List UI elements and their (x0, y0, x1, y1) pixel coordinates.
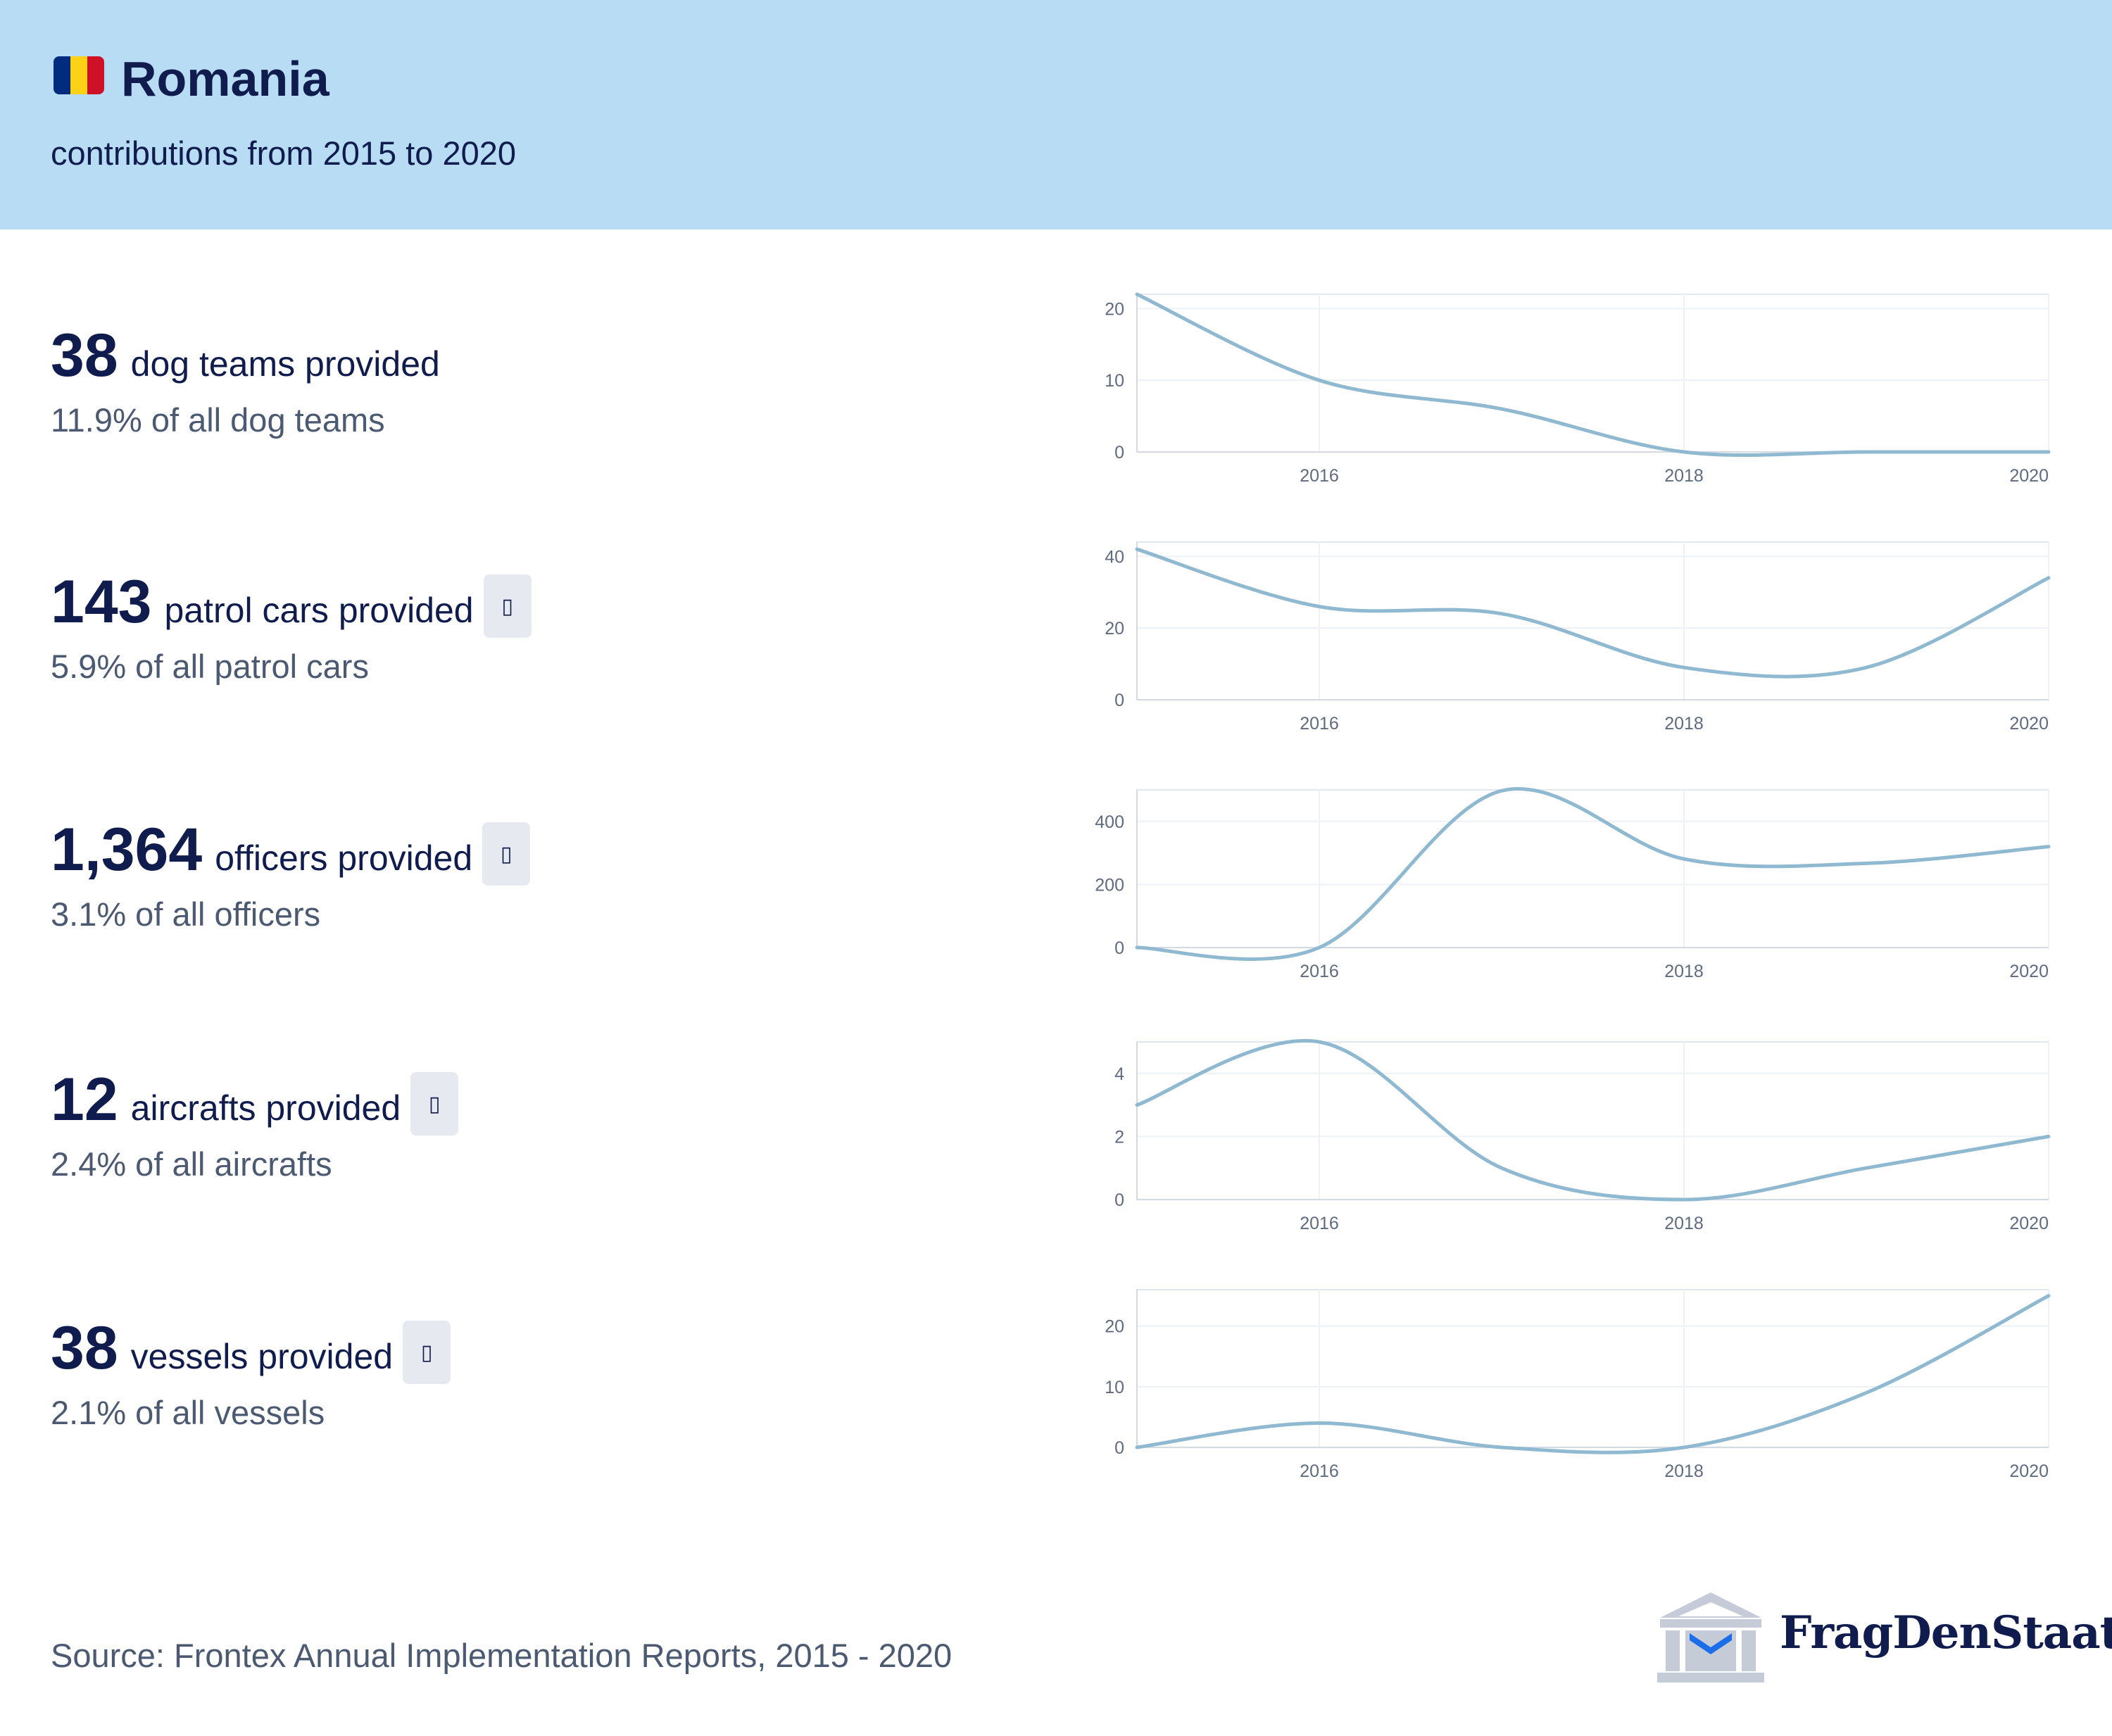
flag-stripe-red (87, 56, 104, 94)
x-tick-label: 2018 (1664, 1461, 1704, 1481)
x-tick-label: 2016 (1300, 962, 1339, 981)
series-line (1135, 1038, 2051, 1202)
series-line (1135, 292, 2051, 458)
stat-vessels: 38 vessels provided ▯ 2.1% of all vessel… (51, 1313, 451, 1434)
page-subtitle: contributions from 2015 to 2020 (51, 134, 517, 172)
y-tick-label: 0 (1114, 1190, 1124, 1210)
y-tick-label: 10 (1105, 371, 1124, 391)
flag-stripe-yellow (70, 56, 87, 94)
stat-officers: 1,364 officers provided ▯ 3.1% of all of… (51, 814, 531, 936)
info-button[interactable]: ▯ (483, 574, 532, 638)
stat-value: 12 (51, 1066, 118, 1133)
stat-label: patrol cars provided (164, 591, 474, 630)
x-tick-label: 2018 (1664, 1214, 1704, 1233)
y-tick-label: 20 (1105, 299, 1124, 319)
x-tick-label: 2018 (1664, 466, 1704, 486)
info-icon: ▯ (428, 1093, 441, 1116)
x-tick-label: 2016 (1300, 714, 1339, 734)
stat-share: 3.1% of all officers (51, 895, 321, 933)
stat-dog-teams: 38 dog teams provided 11.9% of all dog t… (51, 320, 440, 441)
flag-stripe-blue (54, 56, 70, 94)
stat-value: 143 (51, 568, 152, 636)
sparkline-chart-dog-teams: 0 10 20 2016 2018 2020 (1105, 292, 2051, 486)
stat-share: 11.9% of all dog teams (51, 401, 385, 439)
y-tick-label: 20 (1105, 1317, 1124, 1337)
sparkline-chart-vessels: 0 10 20 2016 2018 2020 (1105, 1289, 2051, 1481)
info-icon: ▯ (420, 1341, 433, 1364)
x-tick-label: 2020 (2009, 1214, 2049, 1233)
sparkline-chart-patrol-cars: 0 20 40 2016 2018 2020 (1105, 541, 2051, 734)
stat-label: officers provided (215, 838, 473, 878)
building-icon (1657, 1592, 1764, 1682)
stat-patrol-cars: 143 patrol cars provided ▯ 5.9% of all p… (51, 567, 532, 688)
plot-frame (1136, 1041, 2049, 1200)
y-tick-label: 20 (1105, 619, 1124, 639)
page-title: Romania (121, 51, 329, 106)
stat-share: 2.1% of all vessels (51, 1394, 325, 1431)
y-tick-label: 4 (1114, 1064, 1124, 1084)
page-header: Romania contributions from 2015 to 2020 (0, 0, 2112, 229)
x-tick-label: 2020 (2009, 962, 2049, 981)
stat-value: 38 (51, 322, 118, 389)
stat-aircrafts: 12 aircrafts provided ▯ 2.4% of all airc… (51, 1064, 459, 1185)
y-tick-label: 0 (1114, 443, 1124, 463)
info-icon: ▯ (501, 595, 513, 618)
romania-flag-icon (54, 56, 104, 94)
x-tick-label: 2020 (2009, 1461, 2049, 1481)
stat-share: 5.9% of all patrol cars (51, 648, 369, 685)
info-button[interactable]: ▯ (482, 822, 531, 886)
x-tick-label: 2018 (1664, 962, 1704, 981)
stat-share: 2.4% of all aircrafts (51, 1145, 332, 1183)
info-button[interactable]: ▯ (403, 1321, 451, 1384)
info-button[interactable]: ▯ (410, 1072, 459, 1136)
info-icon: ▯ (500, 843, 513, 866)
stat-value: 38 (51, 1314, 118, 1382)
logo-text: FragDenStaat (1780, 1606, 2112, 1659)
y-tick-label: 0 (1114, 691, 1124, 710)
y-tick-label: 0 (1114, 1438, 1124, 1458)
plot-frame (1136, 1289, 2049, 1448)
x-tick-label: 2020 (2009, 714, 2049, 734)
fragdenstaat-logo[interactable]: FragDenStaat (1654, 1590, 2112, 1685)
series-line (1135, 787, 2051, 961)
y-tick-label: 200 (1095, 875, 1124, 895)
source-note: Source: Frontex Annual Implementation Re… (51, 1637, 953, 1674)
x-tick-label: 2016 (1300, 1461, 1339, 1481)
plot-frame (1136, 541, 2049, 700)
y-tick-label: 2 (1114, 1127, 1124, 1147)
series-line (1135, 1294, 2051, 1454)
x-tick-label: 2020 (2009, 466, 2049, 486)
stat-value: 1,364 (51, 816, 203, 883)
sparkline-chart-officers: 0 200 400 2016 2018 2020 (1095, 787, 2051, 981)
sparkline-chart-aircrafts: 0 2 4 2016 2018 2020 (1114, 1038, 2051, 1233)
stat-label: aircrafts provided (130, 1088, 401, 1128)
y-tick-label: 400 (1095, 812, 1124, 832)
plot-frame (1136, 294, 2049, 453)
series-line (1135, 547, 2051, 679)
stat-label: dog teams provided (130, 344, 440, 384)
y-tick-label: 40 (1105, 547, 1124, 567)
y-tick-label: 0 (1114, 938, 1124, 958)
x-tick-label: 2018 (1664, 714, 1704, 734)
stat-label: vessels provided (130, 1337, 394, 1376)
x-tick-label: 2016 (1300, 1214, 1339, 1233)
x-tick-label: 2016 (1300, 466, 1339, 486)
y-tick-label: 10 (1105, 1378, 1124, 1397)
